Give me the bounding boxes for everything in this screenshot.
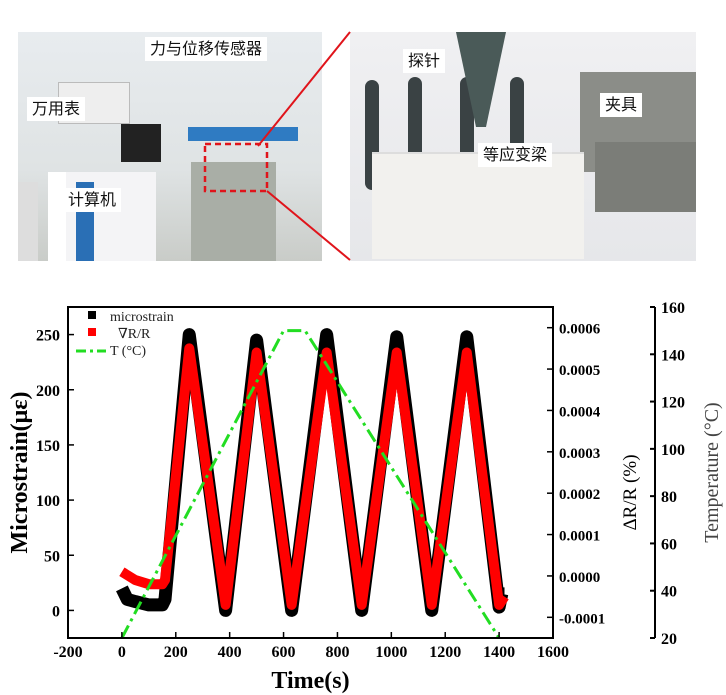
series-line-resistance-change bbox=[119, 343, 509, 610]
x-tick-label: 600 bbox=[272, 644, 296, 661]
y2-tick-label: 0.0003 bbox=[559, 446, 600, 462]
y2-tick-label: 0.0002 bbox=[559, 487, 600, 503]
label-force-displacement-sensor: 力与位移传感器 bbox=[145, 37, 268, 61]
y3-tick-label: 120 bbox=[661, 395, 685, 412]
plot-frame bbox=[67, 306, 554, 639]
y2-tick-label: 0.0005 bbox=[559, 363, 600, 379]
y-tick-label: 0 bbox=[52, 603, 60, 620]
legend-label: ∇R/R bbox=[118, 327, 151, 342]
label-multimeter: 万用表 bbox=[27, 97, 86, 121]
x-axis-title: Time(s) bbox=[271, 668, 349, 694]
x-tick-label: 800 bbox=[325, 644, 349, 661]
y2-tick-label: 0.0001 bbox=[559, 529, 600, 545]
legend-label: T (°C) bbox=[110, 344, 146, 359]
label-clamp: 夹具 bbox=[600, 93, 643, 117]
y-tick-label: 250 bbox=[36, 328, 60, 345]
y3-tick-label: 160 bbox=[661, 300, 685, 317]
legend-label: microstrain bbox=[110, 310, 174, 325]
x-tick-label: 1000 bbox=[375, 644, 407, 661]
x-tick-label: 1600 bbox=[537, 644, 569, 661]
x-tick-label: 1400 bbox=[483, 644, 515, 661]
x-tick-label: -200 bbox=[53, 644, 82, 661]
label-probe: 探针 bbox=[403, 49, 446, 73]
y3-tick-label: 40 bbox=[661, 584, 677, 601]
y-tick-label: 50 bbox=[44, 548, 60, 565]
y2-tick-label: 0.0000 bbox=[559, 570, 600, 586]
series-line-temperature bbox=[120, 329, 501, 639]
x-tick-label: 1200 bbox=[429, 644, 461, 661]
y2-tick-label: 0.0006 bbox=[559, 322, 601, 338]
legend-swatch-0 bbox=[88, 311, 96, 319]
y3-tick-label: 60 bbox=[661, 536, 677, 553]
y-tick-label: 200 bbox=[36, 383, 60, 400]
legend-swatch-1 bbox=[88, 328, 96, 336]
x-tick-label: 0 bbox=[118, 644, 126, 661]
y-tick-label: 150 bbox=[36, 438, 60, 455]
y3-tick-label: 80 bbox=[661, 489, 677, 506]
y3-tick-label: 20 bbox=[661, 631, 677, 648]
y2-tick-label: 0.0004 bbox=[559, 404, 601, 420]
y3-tick-label: 100 bbox=[661, 442, 685, 459]
x-tick-label: 400 bbox=[218, 644, 242, 661]
y2-tick-label: -0.0001 bbox=[559, 611, 605, 627]
y3-tick-label: 140 bbox=[661, 347, 685, 364]
y2-axis-title: ΔR/R (%) bbox=[620, 454, 641, 530]
y3-axis-title: Temperature (°C) bbox=[701, 402, 723, 542]
x-tick-label: 200 bbox=[164, 644, 188, 661]
label-computer: 计算机 bbox=[63, 188, 122, 212]
y-axis-title: Microstrain(με) bbox=[7, 391, 33, 553]
y-tick-label: 100 bbox=[36, 493, 60, 510]
label-equal-strain-beam: 等应变梁 bbox=[478, 143, 553, 167]
